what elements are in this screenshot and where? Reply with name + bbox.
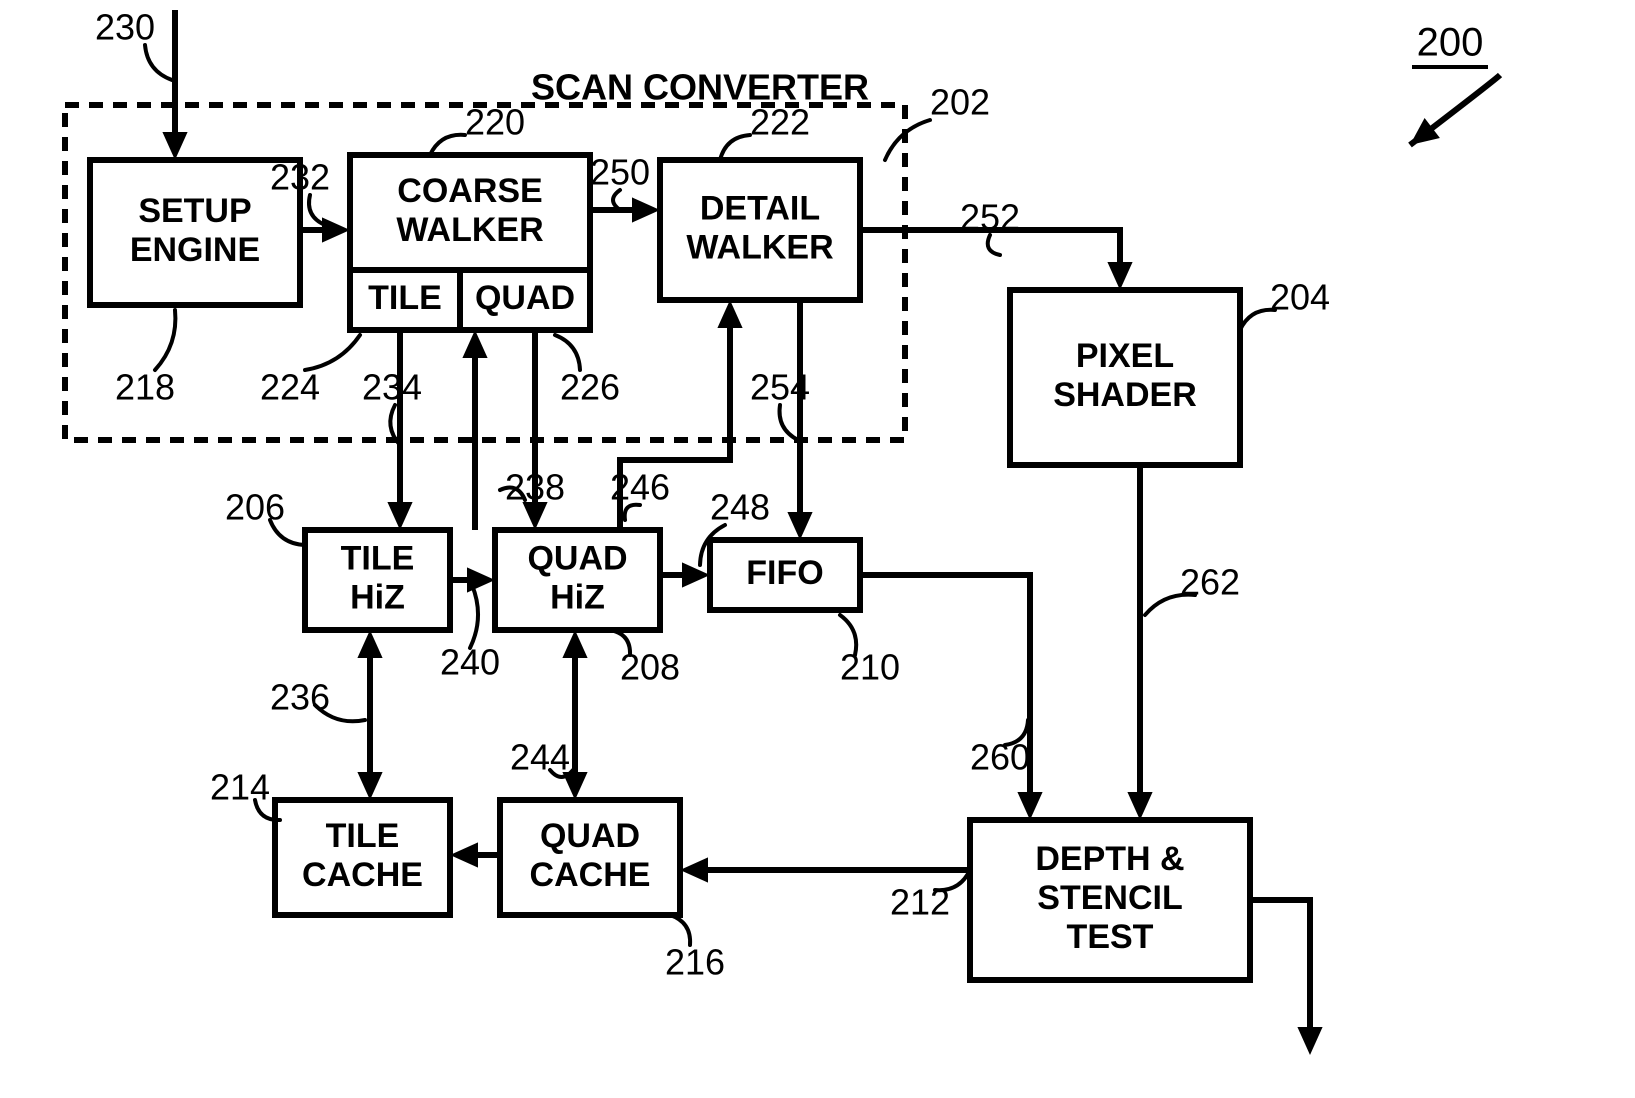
- depth-box: DEPTH &STENCILTEST: [970, 820, 1250, 980]
- tilecache-label: CACHE: [302, 856, 423, 894]
- svg-text:244: 244: [510, 737, 570, 778]
- tile_sub-box: TILE: [350, 270, 460, 330]
- fifo-box: FIFO: [710, 540, 860, 610]
- quadcache-box: QUADCACHE: [500, 800, 680, 915]
- coarse-label: WALKER: [396, 211, 543, 249]
- quadcache-label: CACHE: [530, 856, 651, 894]
- svg-text:248: 248: [710, 487, 770, 528]
- quadhiz-label: HiZ: [550, 579, 605, 617]
- tilehiz-label: TILE: [341, 539, 415, 577]
- setup-box: SETUPENGINE: [90, 160, 300, 305]
- svg-text:220: 220: [465, 102, 525, 143]
- svg-text:204: 204: [1270, 277, 1330, 318]
- pixel-box: PIXELSHADER: [1010, 290, 1240, 465]
- svg-text:224: 224: [260, 367, 320, 408]
- tile_sub-label: TILE: [368, 279, 442, 317]
- quadcache-label: QUAD: [540, 817, 640, 855]
- quad_sub-label: QUAD: [475, 279, 575, 317]
- quad_sub-box: QUAD: [460, 270, 590, 330]
- detail-label: DETAIL: [700, 189, 820, 227]
- svg-text:260: 260: [970, 737, 1030, 778]
- svg-text:252: 252: [960, 197, 1020, 238]
- svg-text:214: 214: [210, 767, 270, 808]
- quadhiz-label: QUAD: [527, 539, 627, 577]
- coarse-label: COARSE: [397, 172, 542, 210]
- setup-label: ENGINE: [130, 231, 260, 269]
- pixel-label: PIXEL: [1076, 337, 1174, 375]
- svg-text:SCAN CONVERTER: SCAN CONVERTER: [531, 67, 869, 108]
- svg-text:210: 210: [840, 647, 900, 688]
- svg-text:218: 218: [115, 367, 175, 408]
- tilehiz-label: HiZ: [350, 579, 405, 617]
- svg-text:246: 246: [610, 467, 670, 508]
- svg-text:232: 232: [270, 157, 330, 198]
- depth-label: TEST: [1067, 918, 1154, 956]
- depth-label: DEPTH &: [1035, 840, 1184, 878]
- svg-text:230: 230: [95, 7, 155, 48]
- detail-box: DETAILWALKER: [660, 160, 860, 300]
- svg-text:234: 234: [362, 367, 422, 408]
- tilehiz-box: TILEHiZ: [305, 530, 450, 630]
- svg-text:216: 216: [665, 942, 725, 983]
- svg-text:202: 202: [930, 82, 990, 123]
- quadhiz-box: QUADHiZ: [495, 530, 660, 630]
- tilecache-label: TILE: [326, 817, 400, 855]
- fifo-label: FIFO: [746, 554, 823, 592]
- svg-text:250: 250: [590, 152, 650, 193]
- svg-text:212: 212: [890, 882, 950, 923]
- coarse-box: COARSEWALKER: [350, 155, 590, 270]
- svg-text:206: 206: [225, 487, 285, 528]
- detail-label: WALKER: [686, 229, 833, 267]
- svg-text:226: 226: [560, 367, 620, 408]
- pixel-label: SHADER: [1053, 376, 1197, 414]
- setup-label: SETUP: [138, 192, 251, 230]
- svg-text:254: 254: [750, 367, 810, 408]
- tilecache-box: TILECACHE: [275, 800, 450, 915]
- depth-label: STENCIL: [1037, 879, 1182, 917]
- svg-text:200: 200: [1417, 21, 1484, 65]
- svg-text:222: 222: [750, 102, 810, 143]
